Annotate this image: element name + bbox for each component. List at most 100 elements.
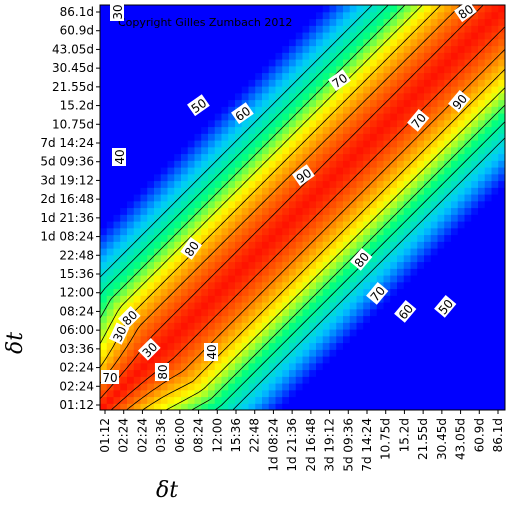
heatmap-cell [383,281,391,290]
heatmap-cell [403,383,412,391]
heatmap-cell [295,356,304,364]
heatmap-cell [140,187,148,195]
heatmap-cell [181,214,189,222]
heatmap-cell [498,92,505,101]
heatmap-cell [174,329,182,337]
heatmap-cell [316,59,324,67]
heatmap-cell [268,173,277,182]
heatmap-cell [255,342,263,350]
heatmap-cell [147,248,155,256]
heatmap-cell [147,59,155,67]
heatmap-cell [390,362,398,371]
heatmap-cell [309,322,317,330]
heatmap-cell [322,329,331,337]
heatmap-cell [397,59,405,67]
heatmap-cell [484,59,493,67]
heatmap-cell [478,369,486,377]
heatmap-cell [201,275,209,283]
heatmap-cell [282,335,290,344]
heatmap-cell [302,241,310,249]
heatmap-cell [248,308,256,317]
heatmap-cell [343,349,351,357]
heatmap-cell [295,65,304,74]
heatmap-cell [154,308,162,317]
heatmap-cell [370,86,378,94]
heatmap-cell [383,180,391,188]
x-tick-label: 1d 08:24 [266,418,280,472]
heatmap-cell [390,153,398,161]
heatmap-cell [356,295,364,303]
heatmap-cell [194,221,202,229]
heatmap-cell [464,261,472,269]
heatmap-cell [120,59,128,67]
heatmap-cell [127,234,135,242]
heatmap-cell [106,342,115,350]
heatmap-cell [248,126,256,134]
heatmap-cell [100,342,108,350]
heatmap-cell [248,72,256,80]
heatmap-cell [289,281,297,290]
heatmap-cell [275,11,283,20]
heatmap-cell [214,356,223,364]
heatmap-cell [106,403,115,410]
heatmap-cell [457,376,466,384]
heatmap-cell [201,25,209,33]
heatmap-cell [147,383,155,391]
heatmap-cell [295,119,304,128]
heatmap-cell [451,140,459,148]
heatmap-cell [484,221,493,229]
heatmap-cell [471,403,479,410]
heatmap-cell [268,308,277,317]
heatmap-cell [235,383,243,391]
heatmap-cell [228,221,236,229]
heatmap-cell [430,126,439,134]
heatmap-cell [201,322,209,330]
heatmap-cell [403,160,412,168]
heatmap-cell [322,261,331,269]
heatmap-cell [383,140,391,148]
heatmap-cell [221,362,229,371]
heatmap-cell [262,92,270,101]
heatmap-cell [478,214,486,222]
heatmap-cell [160,261,169,269]
heatmap-cell [113,342,121,350]
heatmap-cell [464,234,472,242]
heatmap-cell [268,187,277,195]
heatmap-cell [133,133,142,141]
heatmap-cell [336,207,344,215]
heatmap-cell [390,315,398,323]
heatmap-cell [214,79,223,87]
heatmap-cell [160,106,169,114]
heatmap-cell [106,99,115,107]
heatmap-cell [417,315,425,323]
contour-label-background [187,94,210,117]
heatmap-cell [228,342,236,350]
heatmap-cell [289,126,297,134]
heatmap-cell [383,268,391,276]
heatmap-cell [241,369,250,377]
heatmap-cell [275,38,283,47]
heatmap-cell [289,396,297,404]
heatmap-cell [154,79,162,87]
heatmap-cell [343,261,351,269]
heatmap-cell [451,72,459,80]
y-tick-label: 86.1d [60,5,94,19]
heatmap-cell [181,207,189,215]
heatmap-cell [228,302,236,310]
heatmap-cell [363,194,371,202]
heatmap-cell [498,146,505,155]
heatmap-cell [187,180,196,188]
heatmap-cell [201,173,209,182]
heatmap-cell [383,52,391,60]
heatmap-cell [316,194,324,202]
heatmap-cell [376,241,385,249]
heatmap-cell [262,11,270,20]
heatmap-cell [444,221,452,229]
heatmap-cell [491,106,499,114]
heatmap-cell [100,25,108,33]
heatmap-cell [417,153,425,161]
heatmap-cell [491,234,499,242]
heatmap-cell [437,146,445,155]
heatmap-cell [410,200,418,209]
heatmap-cell [309,106,317,114]
